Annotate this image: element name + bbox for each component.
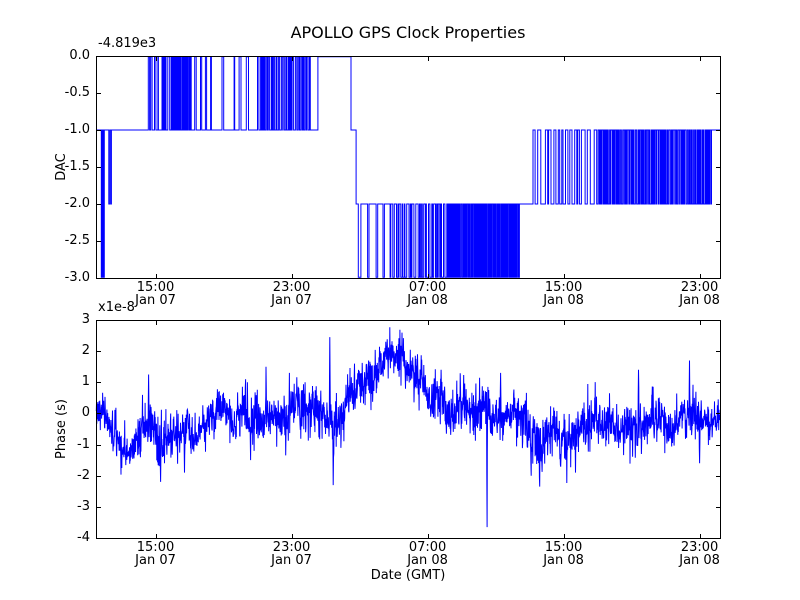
y-tick-label: -2.0 <box>64 196 90 211</box>
x-tick-date-label: Jan 08 <box>543 553 584 568</box>
x-tick-time-label: 15:00 <box>136 540 175 555</box>
x-tick-date-label: Jan 07 <box>271 293 312 308</box>
x-tick-date-label: Jan 08 <box>543 293 584 308</box>
y-tick-label: 3 <box>81 312 90 327</box>
x-tick-time-label: 23:00 <box>680 280 719 295</box>
x-tick-date-label: Jan 08 <box>407 553 448 568</box>
x-tick-time-label: 07:00 <box>408 540 447 555</box>
y-tick-label: -4 <box>77 530 90 545</box>
x-tick-time-label: 07:00 <box>408 280 447 295</box>
y-tick-label: -2.5 <box>64 233 90 248</box>
x-tick-date-label: Jan 07 <box>135 553 176 568</box>
bottom-axes-frame <box>96 320 721 539</box>
dac-series-line <box>96 56 720 278</box>
phase-axis-multiplier-label: x1e-8 <box>98 300 135 315</box>
dac-axis-offset-label: -4.819e3 <box>98 36 157 51</box>
x-tick-date-label: Jan 07 <box>271 553 312 568</box>
y-tick-label: -2 <box>77 467 90 483</box>
x-tick-time-label: 23:00 <box>272 540 311 555</box>
y-tick-label: 0.0 <box>69 48 90 63</box>
x-tick-date-label: Jan 07 <box>135 293 176 308</box>
x-tick-time-label: 15:00 <box>544 540 583 555</box>
y-tick-label: -3.0 <box>64 270 90 285</box>
chart-title: APOLLO GPS Clock Properties <box>290 23 526 42</box>
y-tick-label: -0.5 <box>64 85 90 100</box>
x-tick-date-label: Jan 08 <box>679 293 720 308</box>
y-tick-label: -1 <box>77 436 90 452</box>
phase-series-line <box>95 327 721 528</box>
x-tick-date-label: Jan 08 <box>407 293 448 308</box>
y-tick-label: 0 <box>81 405 90 421</box>
x-tick-time-label: 23:00 <box>272 280 311 295</box>
y-tick-label: 1 <box>81 374 90 390</box>
y-tick-label: 2 <box>81 343 90 359</box>
y-tick-label: -1.5 <box>64 159 90 174</box>
x-tick-time-label: 15:00 <box>544 280 583 295</box>
x-tick-time-label: 15:00 <box>136 280 175 295</box>
y-tick-label: -3 <box>77 498 90 514</box>
x-tick-time-label: 23:00 <box>680 540 719 555</box>
y-tick-label: -1.0 <box>64 122 90 137</box>
x-axis-label: Date (GMT) <box>370 568 446 583</box>
top-axes-frame <box>96 56 721 279</box>
x-tick-date-label: Jan 08 <box>679 553 720 568</box>
